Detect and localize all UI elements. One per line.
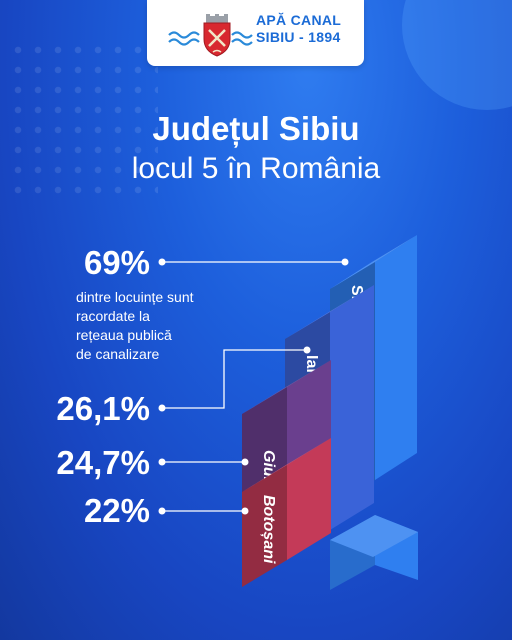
page-title: Județul Sibiu — [152, 110, 360, 147]
category-label-botoșani: Botoșani — [260, 495, 277, 564]
leader-dot — [158, 258, 166, 266]
page-subtitle: locul 5 în România — [131, 152, 381, 185]
bar-side-botoșani — [242, 465, 287, 587]
leader-dot — [303, 346, 311, 354]
decorative-dot-grid — [8, 40, 158, 200]
value-label-botosani: 22% — [83, 492, 150, 529]
value-label-ialomita: 26,1% — [56, 390, 150, 427]
logo-emblem-icon — [168, 14, 253, 57]
logo-card: APĂ CANAL SIBIU - 1894 — [147, 0, 364, 66]
brand-name: APĂ CANAL SIBIU - 1894 — [256, 12, 366, 46]
description-text: dintre locuințe sunt racordate la rețeau… — [76, 288, 276, 364]
bar-top-ialomița — [285, 285, 374, 339]
bar-ialomița — [330, 285, 374, 530]
value-label-giurgiu: 24,7% — [56, 444, 150, 481]
leader-dot — [158, 458, 166, 466]
description-line: rețeaua publică — [76, 327, 172, 343]
bar-sibiu — [375, 235, 417, 480]
description-line: racordate la — [76, 308, 150, 324]
leader-dot — [158, 507, 166, 515]
value-label-sibiu: 69% — [83, 244, 150, 281]
decorative-cube-face — [330, 515, 418, 557]
leader-dot — [241, 507, 249, 515]
description-line: dintre locuințe sunt — [76, 289, 194, 305]
bar-top-sibiu — [330, 235, 417, 289]
leader-dot — [158, 404, 166, 412]
leader-dot — [241, 458, 249, 466]
brand-line-1: APĂ CANAL — [256, 12, 342, 28]
description-line: de canalizare — [76, 346, 160, 362]
bar-top-giurgiu — [242, 360, 331, 414]
bar-top-botoșani — [242, 438, 331, 492]
bar-botoșani — [287, 438, 331, 560]
brand-line-2: SIBIU - 1894 — [256, 29, 341, 45]
leader-dot — [341, 258, 349, 266]
leader-line-ialomița — [162, 349, 307, 409]
